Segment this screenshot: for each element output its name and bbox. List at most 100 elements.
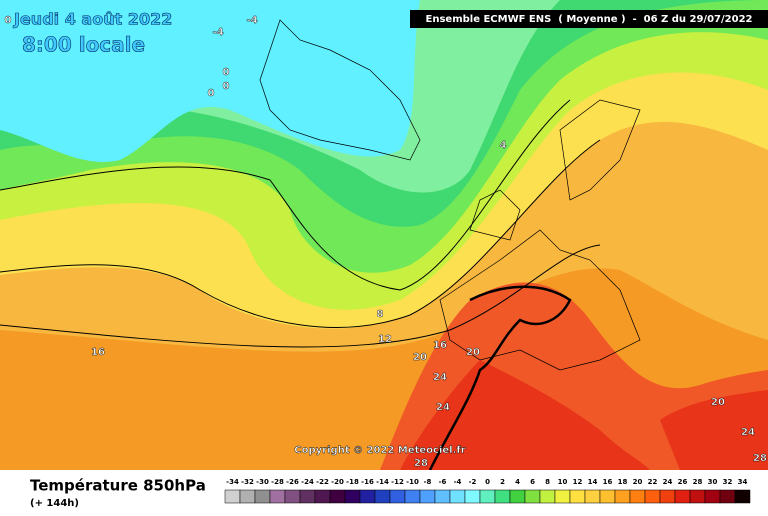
scale-swatch — [614, 489, 631, 504]
scale-swatch — [719, 489, 736, 504]
contour-line — [0, 244, 601, 348]
scale-label: -12 — [391, 478, 404, 486]
contour-line — [428, 285, 572, 471]
scale-label: 18 — [618, 478, 628, 486]
scale-swatch — [434, 489, 451, 504]
scale-label: -30 — [256, 478, 269, 486]
scale-swatch — [734, 489, 751, 504]
coastline — [259, 19, 421, 161]
contour-label: 16 — [91, 347, 105, 358]
scale-label: -22 — [316, 478, 329, 486]
scale-swatch — [539, 489, 556, 504]
scale-label: -24 — [301, 478, 314, 486]
scale-label: -26 — [286, 478, 299, 486]
contour-label: 28 — [753, 453, 767, 464]
contour-label: 12 — [378, 334, 392, 345]
scale-swatch — [479, 489, 496, 504]
scale-swatch — [329, 489, 346, 504]
scale-label: 0 — [485, 478, 490, 486]
scale-swatch — [404, 489, 421, 504]
contour-label: 0 — [223, 81, 230, 92]
forecast-date: Jeudi 4 août 2022 — [13, 10, 172, 29]
contour-label: 16 — [433, 340, 447, 351]
scale-label: -18 — [346, 478, 359, 486]
field-band — [400, 360, 650, 470]
scale-label: -4 — [454, 478, 462, 486]
scale-swatch — [569, 489, 586, 504]
scale-label: -28 — [271, 478, 284, 486]
scale-swatch — [344, 489, 361, 504]
scale-label: 8 — [545, 478, 550, 486]
scale-label: 14 — [588, 478, 598, 486]
scale-swatch — [359, 489, 376, 504]
contour-label: 28 — [414, 458, 428, 469]
scale-label: -16 — [361, 478, 374, 486]
contour-label: 24 — [741, 427, 755, 438]
scale-swatch — [494, 489, 511, 504]
scale-label: 22 — [648, 478, 658, 486]
scale-swatch — [269, 489, 286, 504]
coastline — [469, 99, 641, 241]
scale-swatch — [419, 489, 436, 504]
scale-swatch — [629, 489, 646, 504]
scale-swatch — [299, 489, 316, 504]
run-box — [410, 10, 768, 28]
scale-swatch — [314, 489, 331, 504]
scale-swatch — [449, 489, 466, 504]
scale-swatch — [524, 489, 541, 504]
contour-label: 20 — [466, 347, 480, 358]
contour-label: 20 — [413, 352, 427, 363]
scale-swatch — [509, 489, 526, 504]
scale-swatch — [674, 489, 691, 504]
scale-swatch — [584, 489, 601, 504]
field-band — [660, 390, 768, 470]
scale-label: -34 — [226, 478, 239, 486]
scale-swatch — [689, 489, 706, 504]
scale-swatch — [374, 489, 391, 504]
scale-swatch — [704, 489, 721, 504]
scale-label: 30 — [708, 478, 718, 486]
contour-label: -4 — [212, 27, 223, 38]
scale-swatch — [644, 489, 661, 504]
scale-label: 24 — [663, 478, 673, 486]
field-band — [0, 0, 420, 163]
run-info: Ensemble ECMWF ENS ( Moyenne ) - 06 Z du… — [426, 14, 753, 25]
contour-label: -4 — [246, 15, 257, 26]
scale-label: 32 — [723, 478, 733, 486]
scale-label: 26 — [678, 478, 688, 486]
contour-label: 0 — [208, 88, 215, 99]
scale-label: 20 — [633, 478, 643, 486]
scale-swatch — [284, 489, 301, 504]
contour-label: 4 — [500, 140, 507, 151]
scale-swatch — [599, 489, 616, 504]
scale-label: -2 — [469, 478, 477, 486]
contour-line — [0, 99, 571, 291]
scale-swatch — [659, 489, 676, 504]
scale-label: 4 — [515, 478, 520, 486]
forecast-time: 8:00 locale — [22, 33, 145, 57]
scale-label: -14 — [376, 478, 389, 486]
scale-swatch — [554, 489, 571, 504]
contour-label: 0 — [5, 15, 12, 26]
scale-label: -20 — [331, 478, 344, 486]
scale-label: -6 — [439, 478, 447, 486]
scale-label: 34 — [738, 478, 748, 486]
scale-label: 28 — [693, 478, 703, 486]
scale-label: -8 — [424, 478, 432, 486]
footer-title: Température 850hPa — [30, 477, 206, 495]
footer-subtitle: (+ 144h) — [30, 498, 79, 509]
scale-swatch — [239, 489, 256, 504]
contour-label: 0 — [223, 67, 230, 78]
scale-swatch — [254, 489, 271, 504]
contour-label: 8 — [377, 309, 384, 320]
scale-label: 12 — [573, 478, 583, 486]
scale-label: -10 — [406, 478, 419, 486]
scale-label: 16 — [603, 478, 613, 486]
scale-label: 6 — [530, 478, 535, 486]
scale-swatch — [464, 489, 481, 504]
contour-line — [0, 139, 601, 328]
contour-label: 24 — [436, 402, 450, 413]
scale-label: 10 — [558, 478, 568, 486]
scale-label: -32 — [241, 478, 254, 486]
